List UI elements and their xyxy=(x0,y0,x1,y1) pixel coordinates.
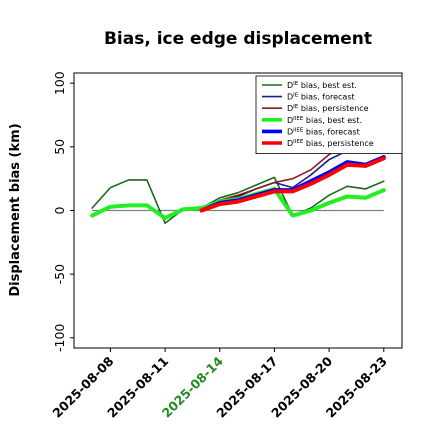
legend-entry: DIIEE bias, best est. xyxy=(287,116,362,125)
y-tick-label: -100 xyxy=(52,324,67,352)
y-axis: -100 -50 0 50 100 xyxy=(52,71,74,352)
legend-entry: DIE bias, persistence xyxy=(287,104,369,113)
y-axis-label: Displacement bias (km) xyxy=(8,123,23,296)
series-group xyxy=(90,130,386,224)
y-tick-label: 100 xyxy=(52,71,67,95)
y-tick-label: 0 xyxy=(52,206,67,214)
y-tick-label: -50 xyxy=(52,264,67,284)
legend: DIE bias, best est. DIE bias, forecast DIE… xyxy=(255,75,403,154)
legend-entry: DIE bias, forecast xyxy=(287,93,355,102)
x-axis: 2025-08-082025-08-112025-08-142025-08-17… xyxy=(49,348,390,421)
y-tick-label: 50 xyxy=(52,139,67,155)
legend-box xyxy=(255,75,403,154)
series-line-6 xyxy=(199,156,386,213)
legend-entry: DIIEE bias, forecast xyxy=(287,127,360,136)
series-line-1 xyxy=(91,176,385,224)
chart-title: Bias, ice edge displacement xyxy=(104,29,372,49)
legend-entry: DIE bias, best est. xyxy=(287,81,357,90)
legend-entry: DIIEE bias, persistence xyxy=(287,139,374,148)
